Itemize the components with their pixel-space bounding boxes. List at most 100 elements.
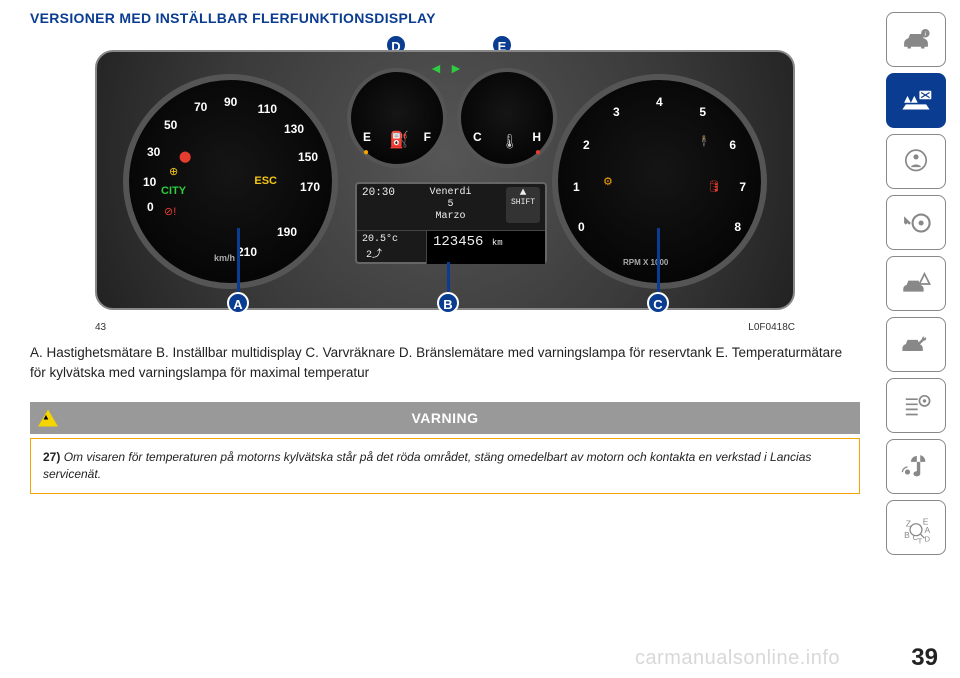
outside-temp-value: 20.5°c (362, 234, 398, 245)
callout-B: B (437, 292, 459, 314)
fuel-low: E (363, 130, 371, 144)
tab-key-steering[interactable] (886, 195, 946, 250)
index-icon: ZEBADCT (899, 511, 933, 545)
tab-car-info[interactable]: i (886, 12, 946, 67)
svg-text:T: T (918, 536, 923, 545)
airbag-icon (899, 145, 933, 179)
figure-code: L0F0418C (748, 322, 795, 333)
rpm-tick: 0 (578, 220, 585, 234)
callout-line (447, 262, 450, 294)
speed-tick: 130 (284, 122, 304, 136)
fuel-pump-icon: ⛽ (389, 130, 409, 150)
speed-tick: 30 (147, 145, 160, 159)
display-day: 5 (395, 199, 506, 211)
speed-tick: 110 (258, 102, 277, 116)
page-title: VERSIONER MED INSTÄLLBAR FLERFUNKTIONSDI… (30, 10, 860, 26)
tab-airbag[interactable] (886, 134, 946, 189)
instrument-figure: D E ◄ ► 0 10 30 50 70 90 110 130 150 (95, 38, 795, 318)
speed-tick: 0 (147, 200, 154, 214)
car-wrench-icon (899, 328, 933, 362)
svg-text:D: D (925, 534, 931, 543)
city-indicator: CITY (161, 185, 186, 197)
rpm-tick: 3 (613, 105, 620, 119)
tab-index[interactable]: ZEBADCT (886, 500, 946, 555)
speed-unit: km/h (214, 253, 235, 263)
display-outside-temp: 20.5°c 2⤴ (357, 230, 427, 264)
tab-hazard[interactable] (886, 256, 946, 311)
speed-tick: 50 (164, 118, 177, 132)
speedometer: 0 10 30 50 70 90 110 130 150 170 190 210… (123, 74, 338, 289)
handbrake-icon: ⬤ (179, 150, 191, 163)
callout-C: C (647, 292, 669, 314)
temp-warn-icon: ● (535, 147, 541, 158)
speed-tick: 70 (194, 100, 207, 114)
speed-tick: 90 (224, 95, 237, 109)
turn-left-icon: ◄ (429, 60, 443, 76)
rpm-tick: 5 (699, 105, 706, 119)
warning-header: VARNING (30, 402, 860, 434)
dashboard-light-icon (899, 84, 933, 118)
temp-low: C (473, 130, 482, 144)
odometer: 123456 km (427, 230, 545, 264)
display-month: Marzo (395, 211, 506, 223)
shift-indicator: ▲ SHIFT (506, 187, 540, 223)
figure-wrap: D E ◄ ► 0 10 30 50 70 90 110 130 150 (95, 38, 795, 333)
temp-gauge: C H 🌡 ● (457, 68, 557, 168)
svg-text:A: A (925, 525, 931, 535)
rpm-tick: 8 (734, 220, 741, 234)
fuel-full: F (424, 130, 431, 144)
figure-legend: A. Hastighetsmätare B. Inställbar multid… (30, 343, 860, 382)
speed-tick: 150 (298, 150, 318, 164)
tab-dashboard-lights[interactable] (886, 73, 946, 128)
warning-triangle-icon (38, 410, 58, 427)
svg-text:B: B (904, 530, 910, 540)
rpm-tick: 7 (739, 180, 746, 194)
rpm-tick: 6 (729, 138, 736, 152)
tab-audio-nav[interactable] (886, 439, 946, 494)
esc-indicator: ESC (254, 175, 277, 187)
tab-settings-list[interactable] (886, 378, 946, 433)
multidisplay: 20:30 Venerdi 5 Marzo ▲ SHIFT (355, 182, 547, 264)
shift-label: SHIFT (511, 198, 535, 207)
callout-line (237, 228, 240, 294)
fuel-gauge: E F ⛽ ● (347, 68, 447, 168)
warning-header-text: VARNING (411, 410, 478, 426)
callout-A: A (227, 292, 249, 314)
fuel-warn-icon: ● (363, 147, 369, 158)
display-time: 20:30 (362, 187, 395, 223)
rpm-tick: 1 (573, 180, 580, 194)
instrument-cluster: ◄ ► 0 10 30 50 70 90 110 130 150 170 190… (95, 50, 795, 310)
watermark: carmanualsonline.info (635, 647, 840, 670)
settings-list-icon (899, 389, 933, 423)
display-date: Venerdi 5 Marzo (395, 187, 506, 223)
key-steering-icon (899, 206, 933, 240)
gear-indicator: 2 (366, 250, 372, 261)
rpm-tick: 4 (656, 95, 663, 109)
warning-box: 27) Om visaren för temperaturen på motor… (30, 438, 860, 494)
odo-value: 123456 (433, 234, 483, 250)
section-tabs: i ZEBADCT (886, 12, 946, 555)
car-hazard-icon (899, 267, 933, 301)
tab-service[interactable] (886, 317, 946, 372)
rpm-tick: 2 (583, 138, 590, 152)
seatbelt-icon: 🕴 (697, 135, 711, 148)
speed-tick: 190 (277, 225, 297, 239)
figure-number: 43 (95, 322, 106, 333)
speed-tick: 10 (143, 175, 156, 189)
warning-item-number: 27) (43, 450, 60, 464)
rpm-unit: RPM X 1000 (623, 258, 668, 267)
thermometer-icon: 🌡 (501, 133, 519, 150)
odo-unit: km (492, 238, 503, 248)
oil-icon: 🛢 (707, 180, 721, 193)
display-weekday: Venerdi (395, 187, 506, 199)
warning-item-text: Om visaren för temperaturen på motorns k… (43, 450, 811, 481)
warning-circle-icon: ⊘! (164, 205, 176, 218)
turn-right-icon: ► (449, 60, 463, 76)
page-number: 39 (911, 644, 938, 672)
abs-icon: ⊕ (169, 165, 178, 178)
audio-nav-icon (899, 450, 933, 484)
callout-line (657, 228, 660, 294)
temp-high: H (532, 130, 541, 144)
speed-tick: 170 (300, 180, 320, 194)
car-info-icon: i (899, 23, 933, 57)
